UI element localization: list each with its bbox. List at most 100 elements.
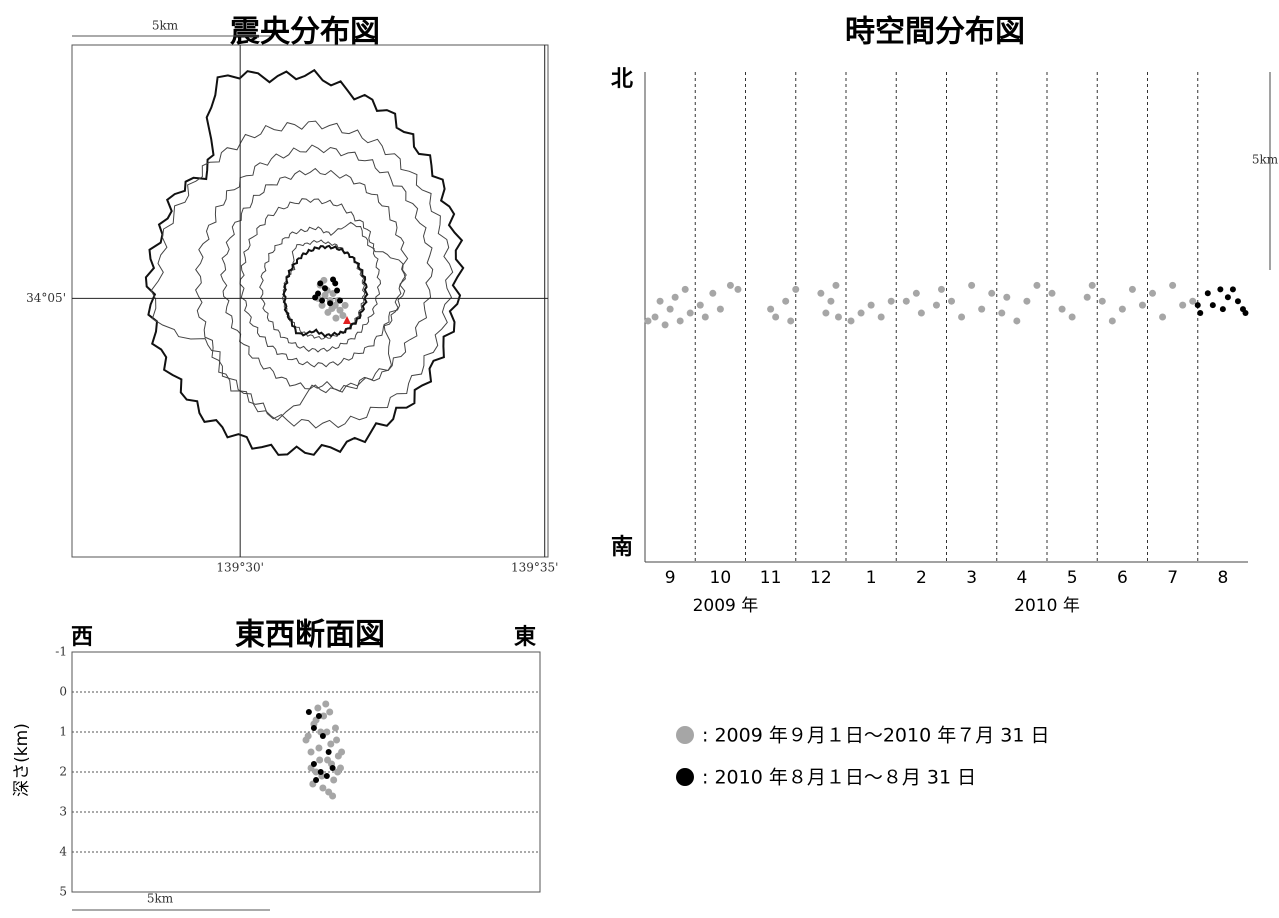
data-point (726, 281, 734, 289)
data-point (1118, 305, 1126, 313)
data-point (323, 773, 330, 779)
data-point (332, 280, 339, 287)
data-point (1179, 301, 1187, 309)
year-label: 2009 年 (693, 596, 759, 616)
data-point (1217, 286, 1224, 293)
data-point (734, 285, 742, 293)
data-point (327, 300, 334, 307)
data-point (716, 305, 724, 313)
data-point (323, 728, 331, 736)
coastline (144, 68, 465, 456)
data-point (331, 724, 339, 732)
y-tick-label: 2 (59, 765, 67, 779)
data-point (1088, 281, 1096, 289)
data-point (336, 306, 344, 314)
x-tick-label: 3 (966, 568, 977, 588)
data-point (329, 765, 336, 771)
x-tick-label: 2 (916, 568, 927, 588)
data-point (313, 777, 320, 783)
data-point (1159, 313, 1167, 321)
data-point (1083, 293, 1091, 301)
data-point (312, 768, 320, 776)
data-point (338, 748, 346, 756)
data-point (661, 321, 669, 329)
north-label: 北 (611, 67, 633, 92)
data-point (315, 744, 323, 752)
data-point (314, 704, 322, 712)
data-point (857, 309, 865, 317)
contour (195, 144, 434, 422)
x-tick-label: 12 (810, 568, 832, 588)
data-point (317, 280, 324, 287)
data-point (968, 281, 976, 289)
data-point (1128, 285, 1136, 293)
contour (150, 120, 454, 429)
scale-label: 5km (1252, 153, 1279, 167)
legend-label: : 2010 年８月１日～８月 31 日 (702, 767, 976, 789)
data-point (339, 312, 347, 320)
x-tick-label: 139°35' (511, 561, 558, 575)
data-point (1068, 313, 1076, 321)
east-label: 東 (514, 625, 536, 650)
data-point (832, 281, 840, 289)
data-point (1169, 281, 1177, 289)
data-point (334, 287, 341, 294)
crater (343, 316, 351, 324)
x-tick-label: 9 (665, 568, 676, 588)
x-tick-label: 5 (1067, 568, 1078, 588)
data-point (1209, 302, 1216, 309)
data-point (656, 297, 664, 305)
data-point (666, 305, 674, 313)
x-tick-label: 139°30' (216, 561, 263, 575)
legend-marker (676, 726, 694, 744)
data-point (681, 285, 689, 293)
data-point (333, 736, 341, 744)
data-point (917, 309, 925, 317)
x-tick-label: 11 (760, 568, 782, 588)
data-point (325, 749, 332, 755)
y-tick-label: 34°05' (26, 291, 66, 305)
south-label: 南 (611, 535, 633, 560)
x-tick-label: 4 (1016, 568, 1027, 588)
timespace-title: 時空間分布図 (845, 15, 1025, 50)
data-point (1197, 310, 1204, 317)
data-point (686, 309, 694, 317)
data-point (319, 297, 326, 304)
data-point (1058, 305, 1066, 313)
y-tick-label: 4 (59, 845, 67, 859)
data-point (321, 285, 328, 292)
data-point (767, 305, 775, 313)
data-point (827, 297, 835, 305)
y-tick-label: 1 (59, 725, 67, 739)
data-point (326, 708, 334, 716)
x-tick-label: 7 (1167, 568, 1178, 588)
data-point (329, 792, 337, 800)
data-point (937, 285, 945, 293)
data-point (834, 313, 842, 321)
data-point (887, 297, 895, 305)
data-point (1098, 297, 1106, 305)
data-point (772, 313, 780, 321)
data-point (998, 309, 1006, 317)
data-point (1003, 293, 1011, 301)
x-tick-label: 6 (1117, 568, 1128, 588)
data-point (787, 317, 795, 325)
data-point (1149, 289, 1157, 297)
data-point (327, 740, 335, 748)
data-point (1033, 281, 1041, 289)
data-point (696, 301, 704, 309)
data-point (1234, 298, 1241, 305)
data-point (948, 297, 956, 305)
data-point (1108, 317, 1116, 325)
data-point (318, 301, 326, 309)
data-point (1194, 302, 1201, 309)
data-point (310, 761, 317, 767)
data-point (330, 776, 338, 784)
y-tick-label: 3 (59, 805, 67, 819)
data-point (310, 725, 317, 731)
data-point (315, 290, 322, 297)
scale-label: 5km (152, 19, 179, 33)
data-point (320, 712, 328, 720)
x-tick-label: 8 (1217, 568, 1228, 588)
